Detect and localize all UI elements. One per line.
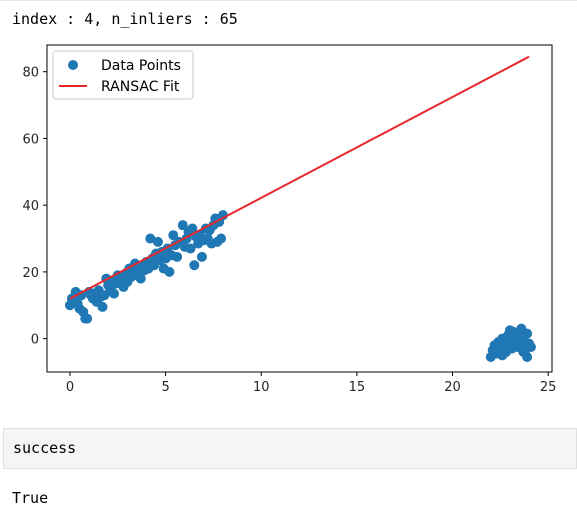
data-point: [168, 230, 179, 241]
x-tick-label: 20: [444, 380, 461, 395]
plot-frame: [46, 44, 553, 373]
data-point: [189, 260, 200, 271]
code-cell-input[interactable]: success: [13, 439, 77, 457]
data-point: [97, 301, 108, 312]
top-divider: [0, 0, 577, 1]
x-tick-label: 25: [540, 380, 557, 395]
data-point: [518, 346, 529, 357]
data-point: [164, 266, 175, 277]
data-point: [172, 251, 183, 262]
data-point: [216, 233, 227, 244]
data-point: [185, 243, 196, 254]
y-tick-label: 40: [22, 199, 39, 214]
data-point: [135, 273, 146, 284]
x-tick-label: 0: [66, 380, 74, 395]
legend-label: RANSAC Fit: [101, 79, 180, 95]
data-point: [145, 233, 156, 244]
legend-label: Data Points: [101, 58, 181, 74]
y-tick-label: 0: [31, 333, 39, 348]
data-point: [497, 350, 508, 361]
data-point: [525, 341, 536, 352]
data-point: [503, 330, 514, 341]
y-tick-label: 60: [22, 132, 39, 147]
data-point: [82, 313, 93, 324]
x-tick-label: 15: [349, 380, 366, 395]
output-index-line: index : 4, n_inliers : 65: [12, 10, 238, 28]
y-tick-label: 20: [22, 266, 39, 281]
cell-output-value: True: [12, 489, 49, 507]
data-point: [196, 251, 207, 262]
y-axis-ticks: 0 20 40 60 80: [22, 66, 47, 348]
data-point: [108, 288, 119, 299]
legend-box: [52, 50, 194, 100]
data-point: [99, 290, 110, 301]
x-tick-label: 5: [161, 380, 169, 395]
data-point: [177, 220, 188, 231]
data-marks: [64, 55, 536, 362]
y-tick-label: 80: [22, 66, 39, 81]
ransac-fit-line: [69, 55, 530, 300]
x-tick-label: 10: [253, 380, 270, 395]
legend: Data Points RANSAC Fit: [52, 50, 194, 100]
data-point: [152, 236, 163, 247]
ransac-scatter-chart: 0 5 10 15 20 25 0 20 40 60 80 Data Points RANSAC F…: [22, 44, 557, 395]
data-point: [516, 325, 527, 336]
x-axis-ticks: 0 5 10 15 20 25: [66, 372, 557, 395]
data-point: [187, 223, 198, 234]
legend-marker-data-points: [68, 60, 78, 70]
code-cell[interactable]: success: [3, 428, 577, 469]
